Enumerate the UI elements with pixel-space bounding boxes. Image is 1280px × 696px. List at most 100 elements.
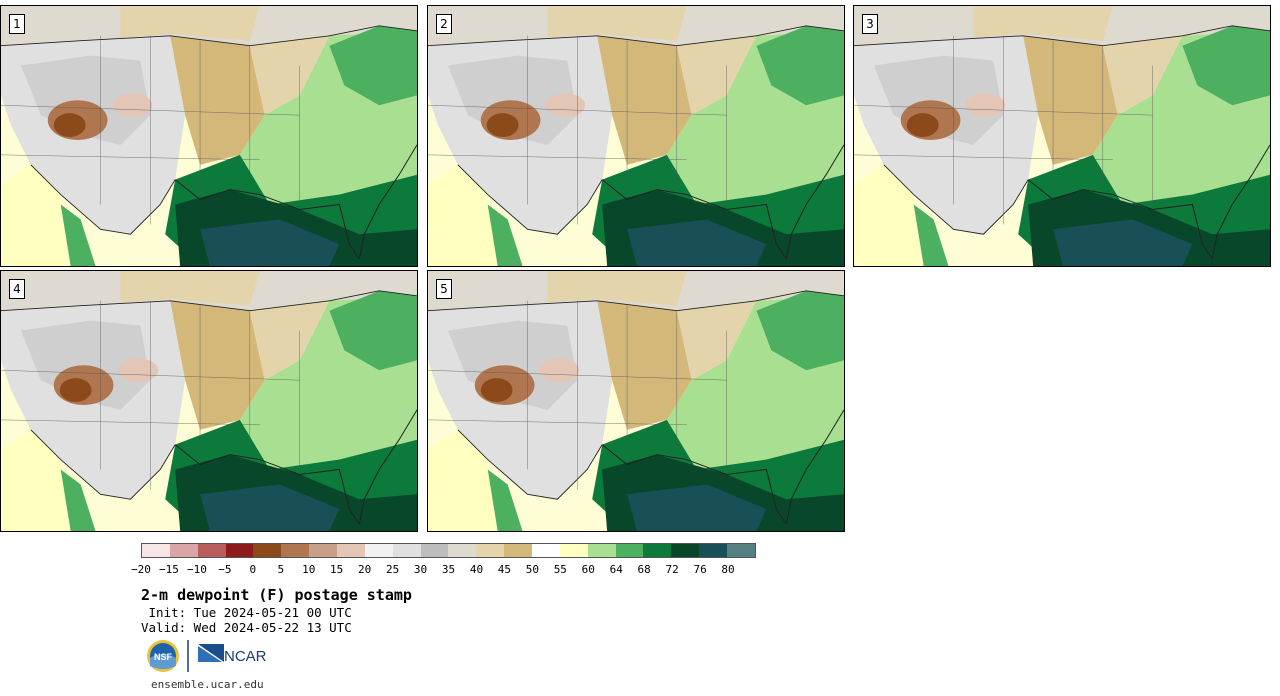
colorbar-swatch [615, 544, 644, 557]
state-line [854, 154, 1113, 161]
plains-tan [1023, 35, 1118, 165]
colorbar-tick-label: 15 [330, 563, 344, 576]
northeast-humid [329, 290, 417, 371]
desert-very-dry-core [906, 113, 939, 137]
atlantic-coastline [785, 409, 844, 525]
nsf-logo-icon: NSF [147, 640, 179, 672]
colorbar-swatch [142, 544, 170, 557]
dewpoint-map [854, 6, 1270, 266]
colorbar-tick-label: −10 [186, 563, 207, 576]
gulf-coastline [174, 444, 360, 525]
state-line [428, 154, 687, 161]
state-line [428, 419, 687, 426]
colorbar-tick-label: 80 [721, 563, 735, 576]
map-panel-3: 3 [853, 5, 1271, 267]
us-mexico-border [30, 164, 176, 235]
great-basin-gray [20, 55, 151, 145]
colorbar-tick-label: 10 [302, 563, 316, 576]
state-line [1, 154, 260, 161]
colorbar-swatch [699, 544, 728, 557]
pacific-ocean [1, 164, 71, 266]
colorbar-swatch [671, 544, 700, 557]
colorbar-tick-label: 50 [525, 563, 539, 576]
state-line [1, 370, 300, 381]
colorbar-tick-label: 40 [469, 563, 484, 576]
init-time: Init: Tue 2024-05-21 00 UTC [141, 605, 352, 620]
colorbar-swatch [559, 544, 588, 557]
dewpoint-map [428, 271, 844, 531]
gulf-coastline [601, 179, 787, 260]
plateau-dry [118, 358, 159, 383]
desert-very-dry-core [486, 113, 519, 137]
great-basin-gray [447, 320, 578, 410]
state-line [428, 105, 727, 116]
dewpoint-map [1, 271, 417, 531]
map-panel-5: 5 [427, 270, 845, 532]
great-basin-gray [20, 320, 151, 410]
us-mexico-border [457, 164, 603, 235]
great-basin-gray [447, 55, 578, 145]
great-lakes-tan [249, 300, 330, 381]
us-mexico-border [457, 429, 603, 500]
colorbar-swatch [309, 544, 338, 557]
colorbar-swatch [727, 544, 755, 557]
northern-plains-tan [120, 6, 260, 41]
northeast-humid [756, 290, 844, 371]
pacific-ocean [1, 429, 71, 531]
colorbar-swatch [448, 544, 477, 557]
pacific-ocean [428, 164, 498, 266]
ncar-logo-icon: NCAR [198, 644, 267, 665]
mexico-coast [60, 204, 96, 266]
state-line [854, 105, 1153, 116]
colorbar-swatch [253, 544, 282, 557]
colorbar-tick-label: 25 [385, 563, 400, 576]
mexico-coast [913, 204, 949, 266]
great-lakes-tan [676, 300, 757, 381]
colorbar-swatch [587, 544, 616, 557]
mexico-coast [60, 469, 96, 531]
state-line [1, 419, 260, 426]
colorbar-tick-label: 64 [609, 563, 623, 576]
colorbar-tick-label: 45 [497, 563, 512, 576]
us-mexico-border [30, 429, 176, 500]
plateau-dry [545, 93, 586, 118]
atlantic-coastline [785, 144, 844, 260]
gulf-coastline [601, 444, 787, 525]
northern-plains-tan [120, 271, 260, 306]
plateau-dry [539, 358, 580, 383]
colorbar-tick-label: −15 [159, 563, 179, 576]
gulf-very-humid [200, 219, 340, 266]
colorbar-swatch [532, 544, 560, 557]
colorbar-tick-label: 68 [637, 563, 651, 576]
great-lakes-tan [676, 35, 757, 116]
gulf-very-humid [1053, 219, 1193, 266]
nsf-logo-text: NSF [154, 652, 173, 662]
plateau-dry [112, 93, 153, 118]
desert-very-dry-core [59, 378, 92, 402]
colorbar-tick-label: 55 [553, 563, 567, 576]
map-panel-1: 1 [0, 5, 418, 267]
plains-tan [597, 35, 692, 165]
plains-tan [170, 300, 265, 430]
colorbar-swatch [169, 544, 198, 557]
northeast-humid [756, 25, 844, 106]
dewpoint-map [428, 6, 844, 266]
colorbar [141, 543, 756, 558]
colorbar-swatch [197, 544, 226, 557]
colorbar-tick-label: 30 [413, 563, 428, 576]
pacific-ocean [428, 429, 498, 531]
colorbar-swatch [504, 544, 533, 557]
northern-plains-tan [547, 6, 687, 41]
colorbar-tick-label: 60 [581, 563, 595, 576]
dewpoint-map [1, 6, 417, 266]
desert-very-dry-core [480, 378, 513, 402]
plains-tan [170, 35, 265, 165]
colorbar-tick-label: −5 [218, 563, 232, 576]
colorbar-swatch [420, 544, 449, 557]
logos: NSF NCAR [145, 638, 285, 674]
state-line [1, 105, 300, 116]
atlantic-coastline [1211, 144, 1270, 260]
northern-plains-tan [973, 6, 1113, 41]
colorbar-swatch [476, 544, 505, 557]
gulf-very-humid [200, 484, 340, 531]
